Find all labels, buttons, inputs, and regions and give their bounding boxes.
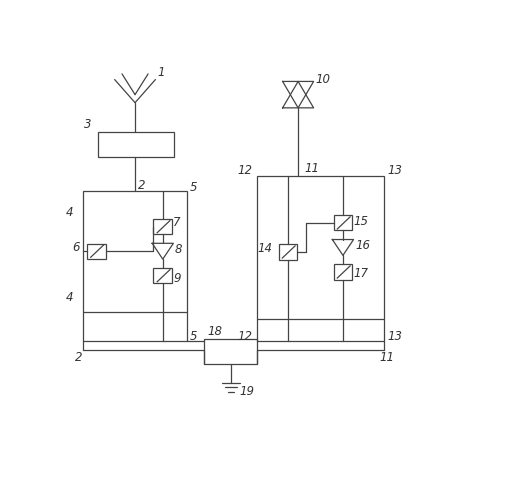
Text: 7: 7 — [174, 217, 181, 229]
Text: 16: 16 — [355, 239, 370, 252]
Text: 2: 2 — [138, 179, 146, 192]
Bar — [333, 216, 352, 230]
Bar — [154, 219, 172, 234]
Text: 4: 4 — [66, 206, 73, 219]
Bar — [257, 176, 384, 319]
Text: 13: 13 — [387, 330, 402, 343]
Text: 12: 12 — [238, 164, 253, 176]
Text: 11: 11 — [304, 162, 319, 175]
Bar — [87, 244, 106, 259]
Text: 4: 4 — [66, 291, 73, 304]
Bar — [279, 245, 297, 260]
Text: 2: 2 — [75, 351, 82, 364]
Text: 5: 5 — [190, 330, 198, 343]
Text: 12: 12 — [238, 330, 253, 343]
Bar — [333, 265, 352, 279]
Text: 13: 13 — [387, 164, 402, 176]
Text: 8: 8 — [175, 243, 183, 256]
Text: 3: 3 — [84, 118, 92, 131]
Text: 5: 5 — [190, 181, 198, 195]
Bar — [98, 132, 174, 157]
Bar — [83, 191, 187, 312]
Text: 1: 1 — [157, 66, 165, 79]
Text: 19: 19 — [239, 386, 254, 398]
Text: 15: 15 — [353, 215, 369, 227]
Text: 17: 17 — [353, 268, 369, 280]
Text: 18: 18 — [208, 325, 222, 338]
Bar — [154, 268, 172, 283]
Text: 9: 9 — [174, 272, 181, 285]
Text: 6: 6 — [72, 241, 79, 254]
Bar — [205, 339, 257, 364]
Text: 14: 14 — [257, 243, 272, 255]
Text: 11: 11 — [380, 351, 394, 364]
Text: 10: 10 — [315, 73, 330, 86]
